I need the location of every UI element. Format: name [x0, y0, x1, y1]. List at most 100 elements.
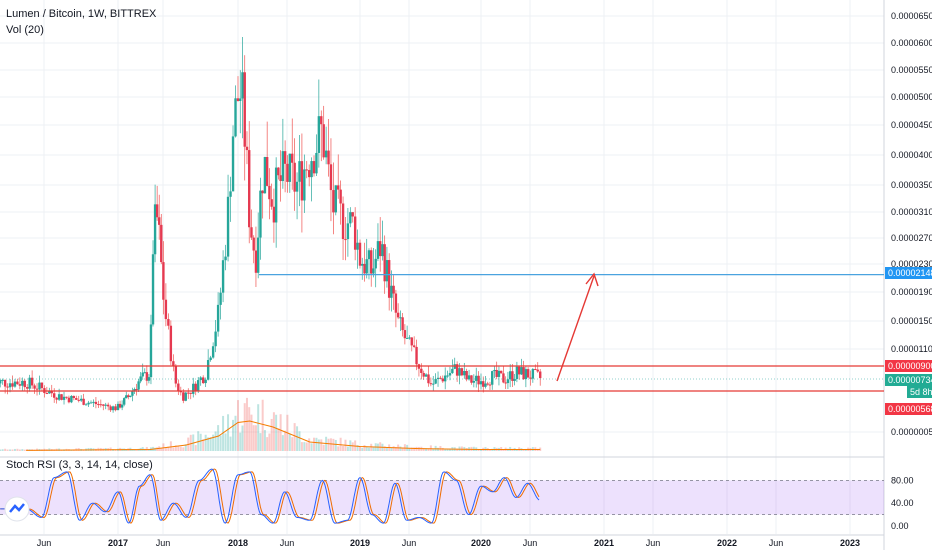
candle-body — [349, 212, 352, 224]
symbol-legend[interactable]: Lumen / Bitcoin, 1W, BITTREX — [6, 8, 157, 20]
stoch-rsi-legend[interactable]: Stoch RSI (3, 3, 14, 14, close) — [6, 459, 153, 471]
volume-bar — [167, 446, 170, 451]
volume-bar — [219, 435, 222, 451]
candle-body — [312, 161, 316, 174]
volume-bar — [300, 442, 303, 451]
time-tick-label: Jun — [156, 538, 171, 548]
volume-bar — [480, 449, 482, 451]
candle-body — [50, 390, 53, 394]
volume-bar — [477, 449, 480, 451]
candle-body — [383, 244, 386, 282]
stoch-rsi-pane: 80.00 40.00 0.00 — [0, 468, 914, 531]
candle-body — [288, 153, 292, 182]
candle-body — [211, 346, 215, 358]
volume-bar — [252, 425, 255, 451]
candle-body — [77, 399, 80, 401]
candle-body — [53, 393, 56, 398]
candle-body — [40, 382, 44, 389]
candle-body — [446, 375, 449, 377]
candle-body — [231, 136, 235, 192]
candle-body — [169, 325, 173, 362]
volume-bar — [425, 448, 428, 451]
volume-bar — [305, 442, 308, 451]
candle-body — [16, 381, 19, 385]
candle-body — [361, 263, 364, 266]
volume-bar — [16, 448, 19, 451]
candle-body — [392, 285, 395, 294]
volume-bar — [437, 447, 440, 451]
stoch-tick-label: 40.00 — [891, 498, 914, 508]
volume-bar — [227, 414, 230, 451]
volume-bar — [266, 437, 269, 451]
volume-bar — [327, 438, 330, 451]
candle-body — [332, 190, 335, 213]
candle-body — [245, 146, 249, 151]
candle-body — [455, 364, 459, 376]
volume-bar — [224, 433, 227, 451]
candle-body — [477, 375, 480, 385]
upper-line-badge-text: 0.00000900 — [888, 361, 932, 371]
candle-body — [189, 392, 192, 394]
candle-body — [11, 383, 14, 387]
candle-body — [89, 402, 93, 404]
volume-bar — [209, 437, 212, 451]
candle-body — [277, 167, 280, 176]
current-price-badge — [885, 374, 932, 386]
volume-legend[interactable]: Vol (20) — [6, 24, 44, 36]
candle-body — [106, 404, 110, 407]
candle-body — [427, 374, 430, 384]
candle-body — [160, 224, 163, 263]
candle-body — [491, 371, 494, 385]
candle-body — [508, 371, 512, 380]
volume-bar — [446, 448, 449, 451]
candle-body — [365, 259, 368, 274]
candle-body — [28, 377, 31, 389]
candle-body — [1, 379, 4, 381]
candle-body — [65, 396, 68, 398]
candle-body — [70, 395, 73, 403]
candle-body — [458, 368, 461, 376]
candle-body — [337, 185, 340, 190]
candle-body — [261, 190, 264, 194]
candle-body — [221, 260, 225, 293]
candle-body — [279, 175, 282, 182]
candle-body — [405, 337, 409, 339]
volume-bar — [156, 447, 159, 451]
candle-body — [204, 379, 207, 384]
candle-body — [317, 116, 321, 153]
candle-body — [92, 401, 95, 403]
candle-body — [30, 377, 34, 386]
candle-body — [35, 388, 39, 390]
candle-body — [241, 72, 244, 99]
candle-body — [467, 375, 471, 380]
candle-body — [303, 169, 306, 201]
target-arrow-shaft[interactable] — [556, 275, 595, 382]
candle-body — [118, 403, 122, 408]
volume-bar — [320, 439, 323, 451]
candle-body — [153, 204, 157, 255]
volume-bar — [184, 444, 187, 451]
candle-body — [155, 204, 159, 218]
lower-line-badge-text: 0.00000568 — [888, 404, 932, 414]
volume-bar — [194, 445, 197, 451]
time-tick-label: 2019 — [350, 538, 370, 548]
candle-body — [82, 398, 85, 405]
volume-bar — [351, 442, 354, 451]
candle-body — [448, 373, 452, 376]
candlestick-series — [0, 36, 542, 413]
tradingview-logo-icon[interactable] — [4, 496, 30, 522]
candle-body — [137, 381, 140, 390]
candle-body — [286, 163, 289, 182]
candle-body — [310, 161, 313, 178]
candle-body — [23, 380, 26, 388]
candle-body — [38, 382, 41, 390]
volume-bar — [207, 437, 210, 451]
volume-bar — [162, 443, 165, 451]
candle-body — [387, 260, 391, 298]
candle-body — [143, 372, 146, 374]
candle-body — [403, 330, 407, 339]
